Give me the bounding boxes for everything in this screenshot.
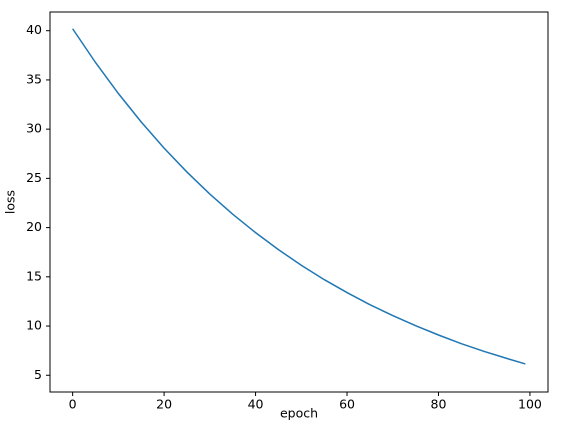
y-tick-label: 35 [26, 71, 42, 86]
y-tick-label: 25 [26, 170, 42, 185]
x-tick-label: 100 [518, 397, 542, 412]
x-axis-label: epoch [280, 406, 318, 421]
x-tick-label: 40 [248, 397, 264, 412]
x-tick-label: 60 [339, 397, 355, 412]
y-tick-label: 30 [26, 121, 42, 136]
y-tick-label: 10 [26, 318, 42, 333]
y-tick-label: 15 [26, 268, 42, 283]
y-tick-label: 40 [26, 22, 42, 37]
line-series [72, 28, 526, 365]
x-tick-label: 0 [69, 397, 77, 412]
y-axis-label: loss [3, 190, 18, 214]
y-tick-label: 5 [34, 367, 42, 382]
axes-frame [49, 11, 549, 393]
y-tick-label: 20 [26, 219, 42, 234]
x-tick-label: 20 [156, 397, 172, 412]
x-tick-label: 80 [431, 397, 447, 412]
